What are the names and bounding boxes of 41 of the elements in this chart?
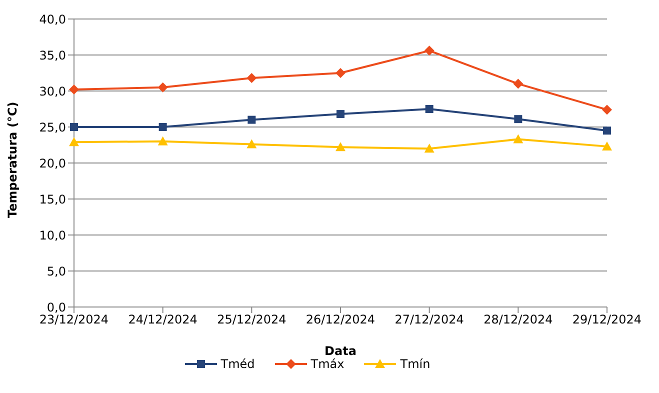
point	[246, 73, 257, 84]
point	[336, 142, 346, 152]
legend-label: Tmín	[400, 357, 430, 371]
y-tick-label: 20,0	[39, 156, 66, 170]
x-tick-label: 24/12/2024	[128, 312, 198, 327]
y-tick-label: 15,0	[39, 192, 66, 206]
point	[602, 141, 612, 150]
y-tick-label: 0,0	[46, 300, 66, 314]
point	[513, 134, 524, 144]
x-tick-label: 26/12/2024	[306, 312, 376, 327]
point	[513, 78, 524, 89]
y-tick-label: 35,0	[39, 48, 66, 62]
point	[336, 110, 344, 118]
x-tick-label: 29/12/2024	[572, 312, 642, 327]
y-axis-title: Temperatura (°C)	[5, 102, 20, 218]
x-tick-label: 28/12/2024	[484, 312, 553, 327]
legend-label: Tméd	[220, 357, 255, 371]
point	[514, 115, 522, 124]
legend-label: Tmáx	[310, 357, 344, 371]
point	[158, 136, 168, 146]
point	[158, 123, 167, 131]
x-tick-label: 27/12/2024	[394, 312, 464, 327]
y-tick-label: 30,0	[39, 84, 66, 98]
point	[424, 144, 434, 153]
x-tick-label: 23/12/2024	[39, 312, 109, 327]
point	[424, 46, 434, 56]
y-tick-label: 5,0	[46, 264, 66, 278]
point	[425, 105, 434, 113]
point	[602, 104, 612, 115]
point	[158, 82, 168, 92]
y-tick-label: 25,0	[39, 120, 66, 134]
point	[248, 116, 256, 124]
y-tick-label: 40,0	[39, 12, 66, 26]
point	[70, 123, 78, 131]
x-axis-title: Data	[324, 344, 356, 358]
point	[69, 137, 79, 146]
point	[336, 68, 346, 78]
point	[603, 126, 611, 135]
x-tick-label: 25/12/2024	[217, 312, 286, 327]
y-tick-label: 10,0	[39, 228, 66, 242]
point	[246, 139, 257, 148]
